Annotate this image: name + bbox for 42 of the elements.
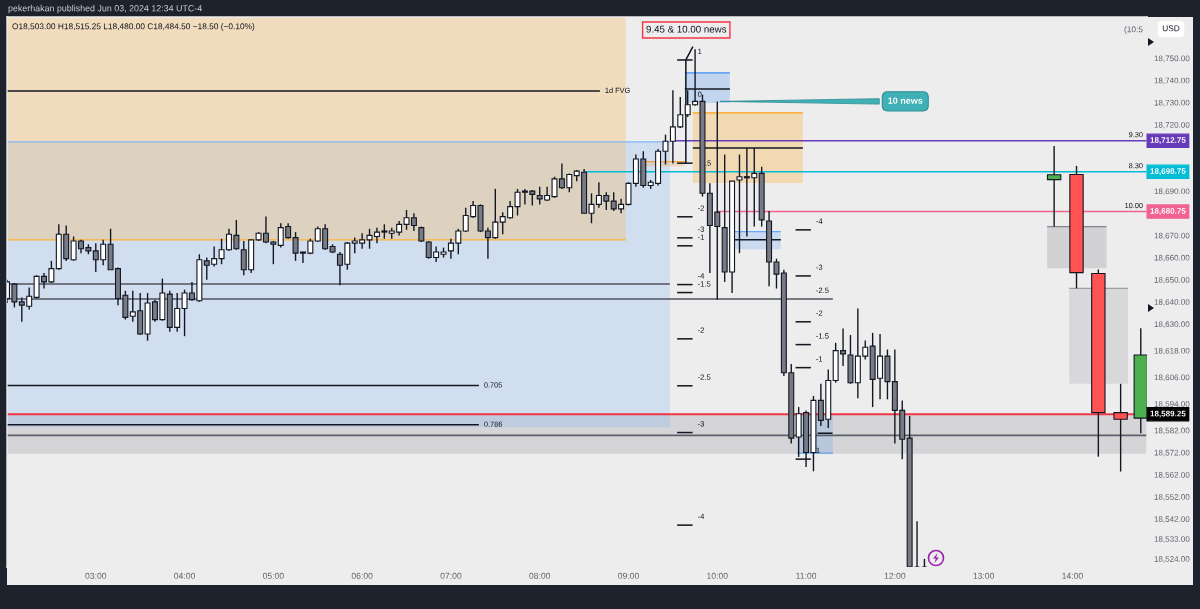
- y-tick-label: 18,524.00: [1154, 556, 1190, 563]
- x-tick-label: 05:00: [262, 572, 284, 579]
- y-tick-label: 18,740.00: [1154, 77, 1190, 85]
- annotation: (10:5: [1124, 26, 1143, 34]
- x-tick-label: 12:00: [884, 572, 906, 579]
- data-label: 18,698.75: [1150, 168, 1186, 176]
- y-tick-label: 18,720.00: [1154, 121, 1190, 129]
- annotation: 9.45 & 10.00 news: [646, 25, 727, 33]
- chart-title: pekerhakan published Jun 03, 2024 12:34 UTC-4: [8, 4, 202, 14]
- y-tick-label: 18,660.00: [1154, 254, 1190, 262]
- x-tick-label: 03:00: [85, 572, 107, 579]
- annotation: 10 news: [888, 97, 923, 104]
- y-tick-label: 18,650.00: [1154, 277, 1190, 284]
- y-tick-label: 18,640.00: [1154, 299, 1190, 306]
- x-tick-label: 04:00: [174, 572, 196, 579]
- x-tick-label: 06:00: [351, 572, 373, 579]
- y-tick-label: 18,533.00: [1154, 536, 1190, 543]
- y-tick-label: 18,594.00: [1154, 401, 1190, 408]
- y-tick-label: 18,582.00: [1154, 427, 1190, 435]
- x-tick-label: 10:00: [707, 572, 728, 579]
- x-tick-label: 11:00: [796, 572, 817, 579]
- text: USD: [1162, 25, 1180, 32]
- data-label: 18,680.75: [1150, 208, 1186, 215]
- y-tick-label: 18,552.00: [1154, 494, 1190, 501]
- y-tick-label: 18,572.00: [1154, 449, 1190, 457]
- x-tick-label: 07:00: [440, 572, 462, 579]
- y-tick-label: 18,630.00: [1154, 321, 1190, 328]
- data-label: 18,712.75: [1150, 137, 1186, 145]
- x-tick-label: 09:00: [618, 572, 639, 579]
- y-tick-label: 18,670.00: [1154, 232, 1190, 240]
- y-tick-label: 18,542.00: [1154, 516, 1190, 523]
- y-tick-label: 18,690.00: [1154, 188, 1190, 196]
- y-tick-label: 18,618.00: [1154, 347, 1190, 355]
- x-tick-label: 13:00: [973, 572, 995, 579]
- x-tick-label: 08:00: [529, 572, 551, 579]
- ref-line-label: 18,589.25: [1150, 410, 1186, 418]
- text: O18,503.00 H18,515.25 L18,480.00 C18,484.50 −18.50 (−0.10%): [12, 23, 255, 31]
- y-tick-label: 18,730.00: [1154, 99, 1190, 107]
- y-tick-label: 18,562.00: [1154, 471, 1190, 479]
- x-tick-label: 14:00: [1062, 572, 1083, 579]
- y-tick-label: 18,606.00: [1154, 374, 1190, 382]
- y-tick-label: 18,750.00: [1154, 55, 1190, 63]
